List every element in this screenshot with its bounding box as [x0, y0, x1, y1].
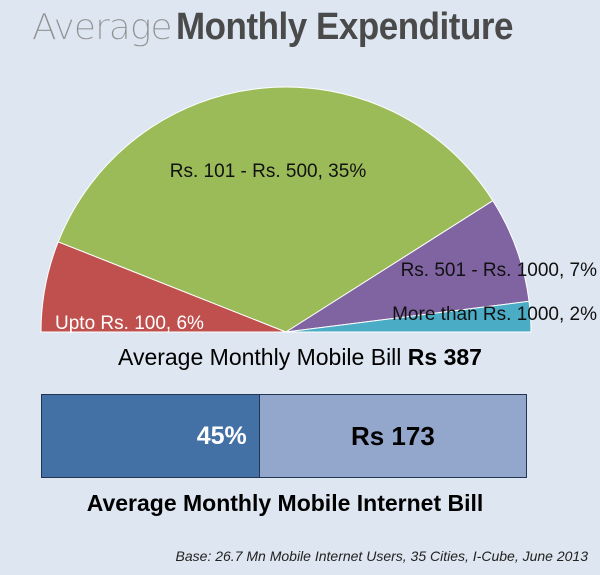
internet-bill-caption: Average Monthly Mobile Internet Bill — [86, 490, 484, 516]
internet-bill-amount: Rs 173 — [350, 420, 435, 451]
internet-share-fill: 45% — [42, 395, 260, 477]
pie-slice-label-2: Rs. 101 - Rs. 500, 35% — [170, 161, 367, 182]
pie-slice-3 — [285, 200, 530, 333]
title-light-part: Average — [32, 7, 173, 48]
pie-slice-4 — [285, 300, 532, 333]
pie-slice-2 — [57, 86, 494, 333]
source-note: Base: 26.7 Mn Mobile Internet Users, 35 … — [175, 548, 588, 564]
semicircle-pie-chart: Upto Rs. 100, 6% Rs. 101 - Rs. 500, 35% Rs… — [40, 86, 598, 334]
mobile-bill-label: Average Monthly Mobile Bill — [118, 344, 408, 370]
mobile-bill-value: Rs 387 — [407, 344, 482, 370]
internet-bill-bar: 45% Rs 173 — [41, 394, 527, 478]
internet-share-percent: 45% — [196, 421, 247, 450]
title-bold-part: Monthly Expenditure — [176, 6, 514, 48]
pie-slice-label-4: More than Rs. 1000, 2% — [392, 304, 597, 325]
mobile-bill-line: Average Monthly Mobile Bill Rs 387 — [0, 344, 600, 371]
pie-slice-label-1: Upto Rs. 100, 6% — [55, 313, 204, 334]
pie-slice-label-3: Rs. 501 - Rs. 1000, 7% — [401, 260, 598, 281]
chart-title: Average Monthly Expenditure — [32, 6, 592, 62]
internet-bill-remainder: Rs 173 — [259, 395, 526, 477]
